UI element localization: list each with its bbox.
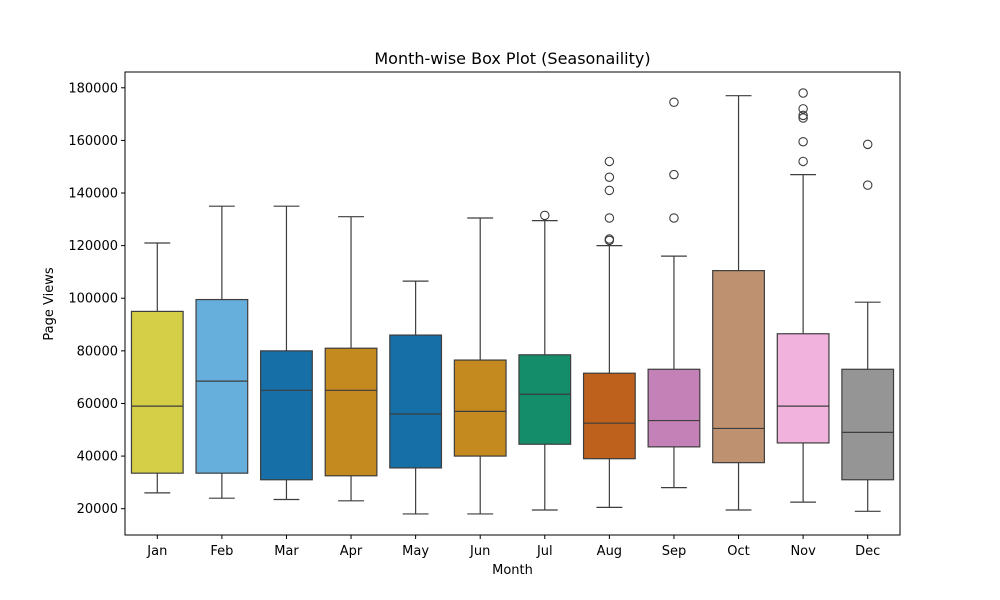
x-tick-label: Feb	[210, 544, 233, 559]
y-tick-label: 180000	[68, 81, 118, 96]
plot-frame	[124, 71, 901, 536]
y-tick-label: 60000	[77, 397, 118, 412]
x-tick-label: Aug	[597, 544, 622, 559]
box-iqr	[324, 347, 378, 477]
outlier-point	[798, 156, 808, 167]
x-tick-label: Nov	[790, 544, 816, 559]
box-jul	[518, 210, 572, 511]
box-iqr	[712, 270, 765, 464]
outlier-point	[798, 104, 808, 114]
box-oct	[712, 95, 765, 511]
x-tick-label: Sep	[662, 544, 687, 559]
boxes-layer	[130, 88, 895, 515]
x-tick-label: Dec	[855, 544, 880, 559]
x-axis-label: Month	[492, 563, 533, 578]
y-tick-label: 40000	[77, 450, 118, 465]
outlier-point	[862, 180, 873, 190]
box-sep	[647, 97, 701, 489]
box-apr	[324, 216, 378, 502]
y-tick-label: 100000	[68, 292, 118, 307]
outlier-point	[604, 172, 615, 182]
outlier-point	[798, 110, 808, 121]
outlier-point	[604, 156, 615, 167]
outlier-point	[862, 139, 873, 150]
outlier-point	[798, 113, 808, 123]
box-mar	[260, 205, 313, 501]
box-may	[389, 280, 443, 515]
box-iqr	[260, 350, 313, 481]
x-tick-label: Jan	[146, 544, 167, 559]
outlier-point	[604, 213, 615, 223]
x-tick-label: Apr	[340, 544, 363, 559]
outlier-point	[669, 213, 679, 223]
outlier-point	[604, 185, 615, 196]
box-iqr	[647, 368, 701, 448]
x-tick-label: May	[402, 544, 429, 559]
outlier-point	[798, 136, 808, 147]
box-nov	[776, 88, 830, 503]
chart-title: Month-wise Box Plot (Seasonaility)	[374, 49, 650, 68]
box-iqr	[453, 359, 507, 457]
box-iqr	[389, 334, 443, 469]
outlier-point	[669, 169, 679, 180]
box-aug	[582, 156, 636, 508]
y-axis-label: Page Views	[42, 267, 57, 340]
box-iqr	[776, 333, 830, 444]
box-jan	[130, 242, 184, 494]
outlier-point	[540, 210, 550, 221]
y-tick-label: 80000	[77, 344, 118, 359]
x-tick-label: Jul	[536, 544, 553, 559]
box-feb	[195, 205, 249, 499]
box-iqr	[195, 298, 249, 474]
y-tick-label: 140000	[68, 187, 118, 202]
box-iqr	[841, 368, 895, 481]
box-iqr	[518, 354, 572, 445]
outlier-point	[604, 234, 615, 244]
axes-layer: 20000 40000 60000 80000 100000 120000 140000 16…	[68, 71, 901, 559]
box-jun	[453, 217, 507, 515]
x-tick-label: Jun	[469, 544, 490, 559]
x-tick-label: Oct	[727, 544, 749, 559]
box-iqr	[582, 372, 636, 460]
box-iqr	[130, 310, 184, 474]
x-tick-label: Mar	[274, 544, 299, 559]
box-dec	[841, 139, 895, 512]
y-tick-label: 20000	[77, 502, 118, 517]
y-tick-label: 160000	[68, 134, 118, 149]
outlier-point	[798, 88, 808, 98]
outlier-point	[669, 97, 679, 108]
y-tick-label: 120000	[68, 239, 118, 254]
